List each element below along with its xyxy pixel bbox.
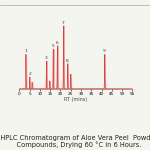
Text: 7: 7 (62, 21, 65, 25)
Text: 3: 3 (45, 56, 48, 60)
Text: 8: 8 (66, 59, 69, 63)
Text: 2: 2 (28, 72, 31, 76)
X-axis label: RT (mins): RT (mins) (64, 97, 87, 102)
Text: 1: 1 (24, 49, 27, 53)
Text: 5: 5 (52, 44, 55, 48)
Text: : HPLC Chromatogram of Aloe Vera Peel  Powde
    Compounds, Drying 60 °C in 6 Ho: : HPLC Chromatogram of Aloe Vera Peel Po… (0, 135, 150, 148)
Text: 6: 6 (56, 41, 59, 45)
Text: 9: 9 (103, 49, 106, 53)
